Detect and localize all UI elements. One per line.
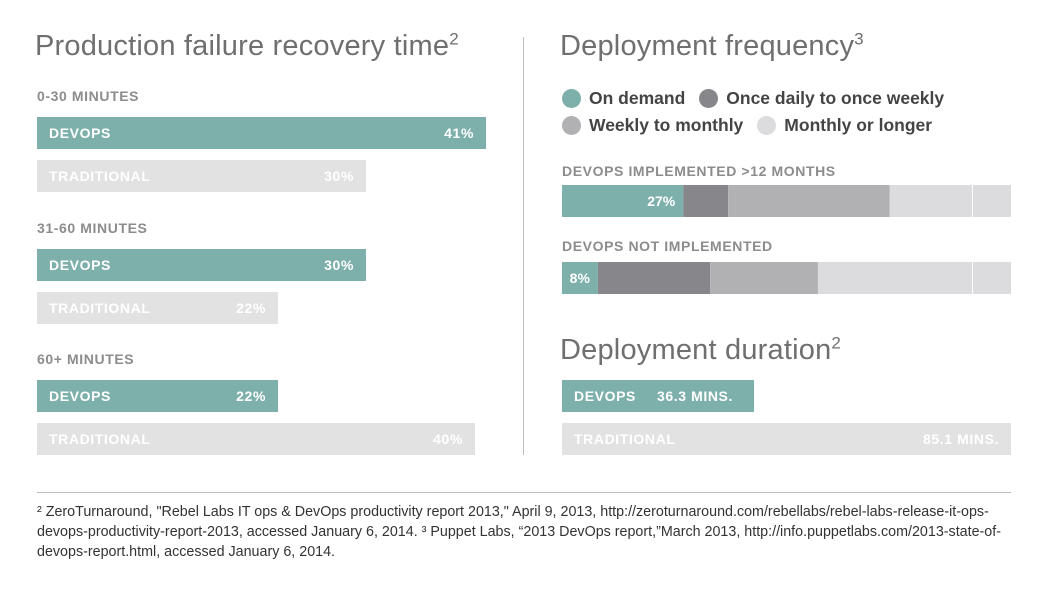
frequency-row-label: DEVOPS IMPLEMENTED >12 MONTHS [562, 163, 836, 179]
stacked-bar-svg: 27% [562, 185, 1011, 217]
bar-value-label: 30% [324, 257, 354, 273]
frequency-row-label: DEVOPS NOT IMPLEMENTED [562, 238, 773, 254]
frequency-stacked-bar: 8% [562, 262, 1011, 294]
bar-value-label: 30% [324, 168, 354, 184]
bar-value-label: 40% [433, 431, 463, 447]
recovery-bar-devops: DEVOPS 22% [37, 380, 278, 412]
legend-swatch [757, 115, 777, 135]
stack-separator [972, 185, 973, 217]
legend-swatch [699, 88, 719, 108]
stack-segment [728, 185, 890, 217]
stack-segment [562, 262, 598, 294]
recovery-bar-devops: DEVOPS 41% [37, 117, 486, 149]
footnote-divider [37, 492, 1011, 493]
stack-segment [562, 185, 684, 217]
stack-segment [817, 262, 1011, 294]
bar-value-label: 85.1 MINS. [922, 431, 999, 447]
stack-segment [710, 262, 818, 294]
bar-name: TRADITIONAL [49, 168, 151, 184]
bar-name: DEVOPS [49, 125, 111, 141]
legend-item: On demand [562, 88, 685, 109]
bar-name: TRADITIONAL [49, 431, 151, 447]
frequency-legend: On demand Once daily to once weekly Week… [562, 86, 1022, 140]
stack-value-label: 8% [570, 270, 591, 286]
legend-item: Once daily to once weekly [699, 88, 944, 109]
stack-value-label: 27% [647, 193, 676, 209]
bar-name: DEVOPS [49, 257, 111, 273]
stack-segment [889, 185, 1011, 217]
duration-bar-traditional: TRADITIONAL 85.1 MINS. [562, 423, 1011, 455]
recovery-bar-devops: DEVOPS 30% [37, 249, 366, 281]
bar-value-label: 22% [236, 300, 266, 316]
recovery-bar-traditional: TRADITIONAL 22% [37, 292, 278, 324]
duration-title: Deployment duration2 [560, 333, 842, 366]
panel-divider [523, 37, 524, 455]
recovery-group-label: 31-60 MINUTES [37, 220, 148, 236]
recovery-bar-traditional: TRADITIONAL 40% [37, 423, 475, 455]
stack-separator [972, 262, 973, 294]
legend-swatch [562, 115, 581, 135]
legend-label: On demand [589, 87, 686, 108]
recovery-bar-traditional: TRADITIONAL 30% [37, 160, 366, 192]
bar-value-label: 22% [236, 388, 266, 404]
recovery-group-label: 60+ MINUTES [37, 351, 135, 367]
stack-segment [597, 262, 711, 294]
frequency-stacked-bar: 27% [562, 185, 1011, 217]
legend-swatch [562, 88, 581, 108]
legend-label: Once daily to once weekly [726, 87, 945, 108]
bar-value-label: 36.3 MINS. [656, 388, 733, 404]
legend-item: Weekly to monthly [562, 115, 743, 136]
recovery-group-label: 0-30 MINUTES [37, 88, 140, 104]
legend-label: Monthly or longer [784, 114, 933, 135]
bar-name: DEVOPS [49, 388, 111, 404]
recovery-title: Production failure recovery time2 [35, 29, 459, 62]
stack-segment [683, 185, 729, 217]
duration-bar-devops: DEVOPS 36.3 MINS. [562, 380, 754, 412]
bar-name: TRADITIONAL [574, 431, 676, 447]
bar-name: TRADITIONAL [49, 300, 151, 316]
bar-value-label: 41% [444, 125, 474, 141]
legend-label: Weekly to monthly [589, 114, 744, 135]
legend-item: Monthly or longer [757, 115, 932, 136]
frequency-title: Deployment frequency3 [560, 29, 864, 62]
bar-name: DEVOPS [574, 388, 636, 404]
stacked-bar-svg: 8% [562, 262, 1011, 294]
footnote: ² ZeroTurnaround, "Rebel Labs IT ops & D… [37, 504, 1001, 560]
